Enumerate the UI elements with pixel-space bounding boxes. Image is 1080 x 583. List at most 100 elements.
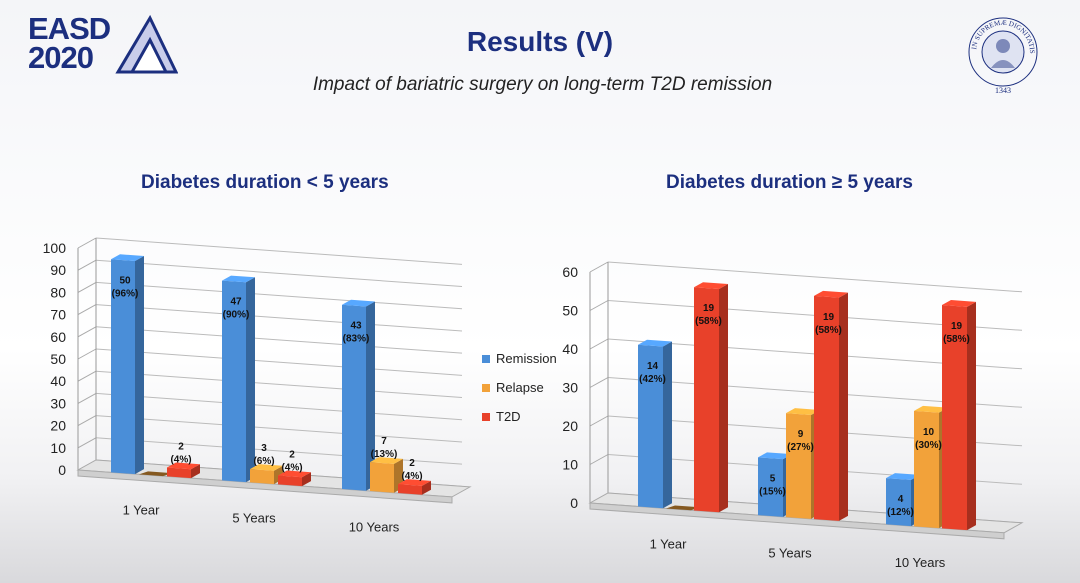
data-label-count: 7 xyxy=(381,436,387,447)
legend-item-relapse: Relapse xyxy=(482,373,557,402)
data-label-count: 14 xyxy=(647,361,659,372)
gridline xyxy=(95,259,463,288)
x-tick-label: 5 Years xyxy=(768,545,812,560)
bar-t2d-side xyxy=(719,283,728,513)
data-label-percent: (6%) xyxy=(253,456,274,467)
bar-t2d xyxy=(694,282,728,513)
gridline xyxy=(95,437,463,465)
gridline-side xyxy=(77,437,97,449)
gridline xyxy=(95,237,463,265)
legend-item-remission: Remission xyxy=(482,344,557,373)
gridline-side xyxy=(589,338,609,350)
y-tick-label: 20 xyxy=(562,418,578,434)
gridline-side xyxy=(589,415,609,427)
data-label-count: 2 xyxy=(289,450,295,461)
y-tick-label: 90 xyxy=(50,262,66,278)
y-tick-label: 10 xyxy=(50,440,66,456)
chart-floor-edge xyxy=(589,502,1005,540)
bar-remission-front xyxy=(758,457,783,517)
bar-t2d xyxy=(167,462,200,479)
bar-remission-side xyxy=(366,301,375,491)
bar-relapse xyxy=(666,505,700,511)
bar-remission-side xyxy=(663,341,672,509)
bar-relapse-top xyxy=(370,457,403,464)
chart-title-right: Diabetes duration ≥ 5 years xyxy=(666,172,913,193)
gridline-side xyxy=(77,237,97,249)
data-label-percent: (12%) xyxy=(887,507,914,518)
gridline-side xyxy=(77,348,97,360)
bar-t2d-side xyxy=(422,480,431,495)
data-label-percent: (83%) xyxy=(343,334,370,345)
data-label-count: 2 xyxy=(409,458,415,469)
bar-relapse-front xyxy=(250,469,274,485)
legend-swatch-relapse xyxy=(482,383,490,392)
bar-relapse-top xyxy=(786,408,820,415)
data-label-count: 43 xyxy=(350,321,362,332)
bar-t2d-front xyxy=(814,295,839,521)
easd-logo: EASD 2020 xyxy=(28,11,178,78)
data-label-percent: (27%) xyxy=(787,442,814,453)
data-label-percent: (4%) xyxy=(401,471,422,482)
data-label-percent: (4%) xyxy=(281,463,302,474)
logo-line1: EASD xyxy=(28,11,111,46)
gridline xyxy=(95,348,463,376)
data-label-count: 3 xyxy=(261,443,267,454)
bar-t2d-top xyxy=(278,470,311,478)
bar-t2d xyxy=(398,479,431,495)
chart-title-left: Diabetes duration < 5 years xyxy=(141,172,389,193)
y-tick-label: 0 xyxy=(58,462,66,478)
logo-triangle-icon xyxy=(115,14,178,74)
data-label-count: 19 xyxy=(823,312,835,323)
y-tick-label: 100 xyxy=(43,240,67,256)
seal-year: 1343 xyxy=(995,86,1011,95)
bar-remission-top xyxy=(222,275,255,283)
bar-t2d-front xyxy=(167,467,191,479)
x-tick-label: 5 Years xyxy=(232,511,276,526)
data-label-count: 2 xyxy=(178,442,184,453)
data-label-percent: (58%) xyxy=(695,316,722,327)
bar-relapse xyxy=(250,464,283,485)
bar-remission-top xyxy=(342,299,375,307)
page-subtitle: Impact of bariatric surgery on long-term… xyxy=(312,74,773,95)
bar-t2d-top xyxy=(167,462,200,470)
y-tick-label: 20 xyxy=(50,418,66,434)
chart-floor-edge xyxy=(77,469,453,504)
bar-t2d-top xyxy=(814,290,848,298)
bar-t2d-front xyxy=(278,475,302,487)
bar-remission xyxy=(342,299,375,491)
chart-1: 0 10 20 30 40 50 60 70 80 90 100 50 (96%) 2 (4%) 1 Year… xyxy=(43,237,472,534)
bar-remission xyxy=(638,339,672,509)
y-tick-label: 60 xyxy=(562,264,578,280)
university-seal: IN SUPREMÆ DIGNITATIS 1343 xyxy=(968,17,1038,95)
y-tick-label: 30 xyxy=(50,395,66,411)
data-label-count: 9 xyxy=(798,429,804,440)
bar-remission-side xyxy=(135,255,144,475)
bar-t2d xyxy=(278,470,311,487)
data-label-count: 19 xyxy=(703,303,715,314)
data-label-count: 10 xyxy=(923,427,935,438)
y-tick-label: 50 xyxy=(562,303,578,319)
gridline-side xyxy=(77,415,97,427)
gridline-side xyxy=(77,281,97,293)
bar-relapse-top xyxy=(914,405,948,413)
y-tick-label: 40 xyxy=(50,373,66,389)
gridline xyxy=(95,370,463,399)
bar-relapse-front xyxy=(914,410,939,529)
gridline xyxy=(607,261,1023,293)
gridline xyxy=(95,392,463,421)
bar-t2d-top xyxy=(942,300,976,307)
gridline-side xyxy=(589,377,609,388)
bar-remission-front xyxy=(222,280,246,483)
bar-remission-top xyxy=(638,339,672,347)
bar-remission-front xyxy=(342,304,366,491)
gridline-side xyxy=(77,326,97,338)
bar-remission-top xyxy=(758,452,792,460)
y-tick-label: 30 xyxy=(562,380,578,396)
y-tick-label: 0 xyxy=(570,495,578,511)
gridline-side xyxy=(77,259,97,271)
data-label-percent: (30%) xyxy=(915,440,942,451)
y-tick-label: 40 xyxy=(562,341,578,357)
bar-t2d-top xyxy=(398,479,431,486)
data-label-percent: (58%) xyxy=(943,334,970,345)
